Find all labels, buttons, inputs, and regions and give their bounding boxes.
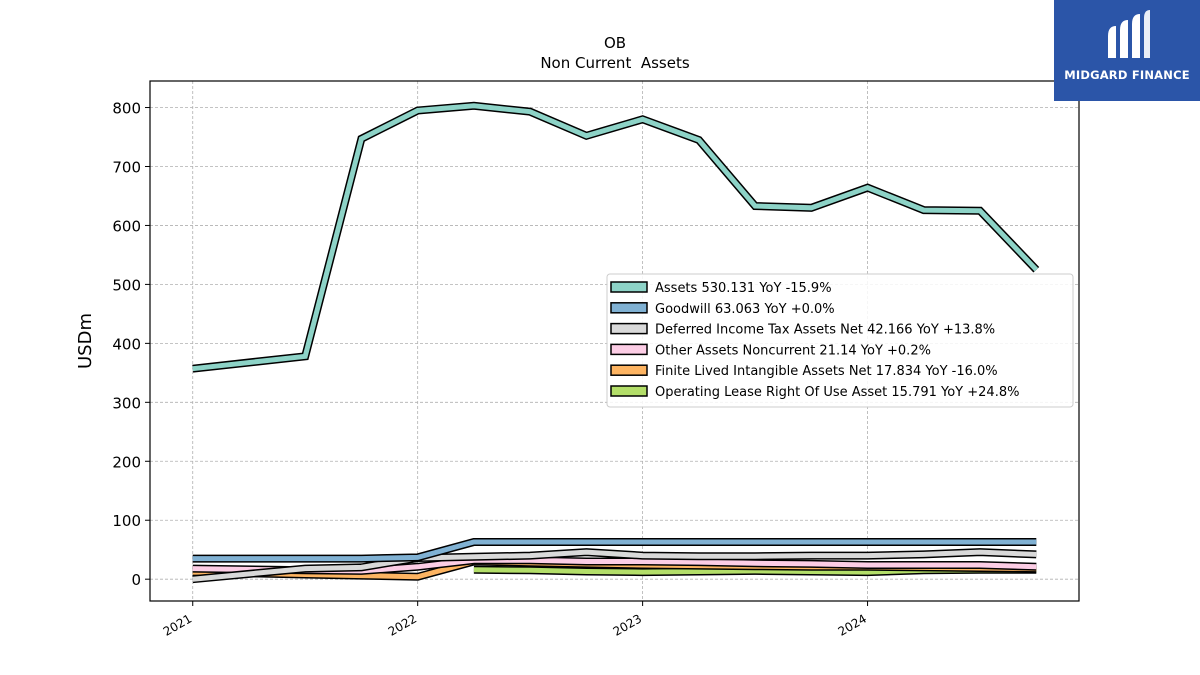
series-line-assets xyxy=(192,103,1039,372)
legend-swatch xyxy=(610,343,648,356)
y-axis: 0 100 200 300 400 500 600 700 800 xyxy=(112,100,150,589)
y-tick-label: 0 xyxy=(131,571,141,589)
brand-name: MIDGARD FINANCE xyxy=(1064,68,1190,82)
legend-label: Other Assets Noncurrent 21.14 YoY +0.2% xyxy=(655,343,931,358)
y-axis-label: USDm xyxy=(75,313,96,369)
legend-box xyxy=(606,273,1074,408)
x-tick-label: 2022 xyxy=(386,611,419,638)
y-tick-label: 700 xyxy=(112,158,141,176)
brand-logo: MIDGARD FINANCE xyxy=(1054,0,1200,101)
legend: Assets 530.131 YoY -15.9% Goodwill 63.063… xyxy=(606,273,1074,408)
legend-label: Assets 530.131 YoY -15.9% xyxy=(655,281,832,296)
y-tick-label: 800 xyxy=(112,100,141,118)
chart-title: OB xyxy=(604,34,626,52)
x-tick-label: 2024 xyxy=(836,611,869,638)
legend-label: Deferred Income Tax Assets Net 42.166 Yo… xyxy=(655,323,995,338)
legend-label: Goodwill 63.063 YoY +0.0% xyxy=(655,302,835,317)
legend-swatch xyxy=(610,364,648,376)
midgard-logo-icon xyxy=(1108,10,1150,58)
y-tick-label: 400 xyxy=(112,335,141,353)
legend-label: Operating Lease Right Of Use Asset 15.79… xyxy=(655,385,1019,400)
series-lines xyxy=(192,101,1040,584)
x-tick-label: 2021 xyxy=(161,611,194,638)
legend-label: Finite Lived Intangible Assets Net 17.83… xyxy=(655,364,998,379)
series-line-goodwill xyxy=(192,539,1037,562)
y-tick-label: 100 xyxy=(112,512,141,530)
legend-swatch xyxy=(610,302,648,314)
series-line-deferred-income-tax-assets-net xyxy=(192,549,1037,582)
x-axis: 2021 2022 2023 2024 xyxy=(161,601,869,639)
y-tick-label: 200 xyxy=(112,453,141,471)
y-tick-label: 300 xyxy=(112,394,141,412)
y-tick-label: 600 xyxy=(112,217,141,235)
series-line-other-assets-noncurrent xyxy=(192,557,1037,574)
legend-swatch xyxy=(610,322,648,335)
legend-swatch xyxy=(610,281,648,293)
y-tick-label: 500 xyxy=(112,276,141,294)
x-tick-label: 2023 xyxy=(611,611,644,638)
legend-swatch xyxy=(610,385,648,397)
chart-subtitle: Non Current Assets xyxy=(540,54,690,72)
plot-area-border xyxy=(149,80,1080,602)
